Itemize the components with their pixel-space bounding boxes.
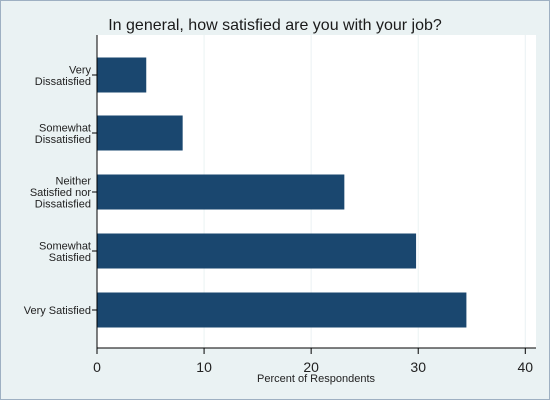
x-tick-label: 10 [196,359,212,375]
y-category-label: Very Satisfied [24,305,91,317]
chart-title: In general, how satisfied are you with y… [108,17,442,34]
x-tick-label: 30 [410,359,426,375]
y-category-labels: Very Dissatisfied Somewhat Dissatisfied Neit… [24,64,97,317]
bar [97,233,417,269]
bar [97,292,467,328]
y-category-label: Somewhat Dissatisfied [35,122,91,146]
x-axis-title: Percent of Respondents [257,373,376,385]
x-tick-label: 20 [303,359,319,375]
x-tick-label: 40 [518,359,534,375]
y-category-label: Neither Satisfied nor Dissatisfied [30,176,91,211]
bar [97,115,183,151]
y-category-label: Somewhat Satisfied [39,240,91,264]
bar [97,174,345,210]
x-tick-label: 0 [93,359,101,375]
bar [97,57,147,93]
y-category-label: Very Dissatisfied [35,64,92,88]
bars [97,57,467,328]
x-ticks: 0 10 20 30 40 [93,348,533,375]
